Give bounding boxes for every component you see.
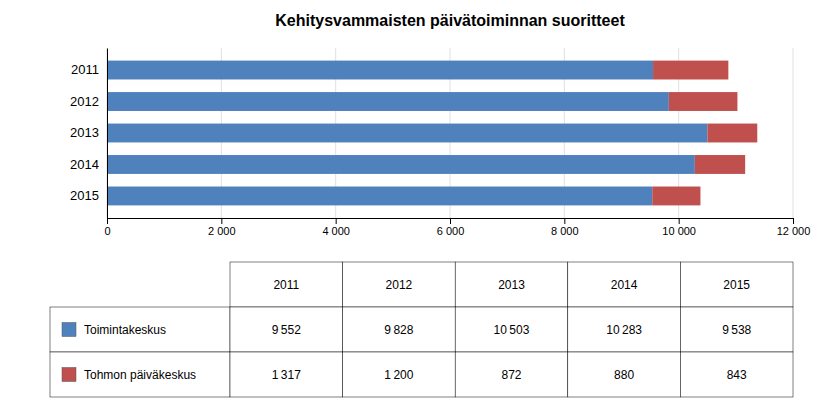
- legend-swatch: [62, 368, 76, 382]
- table: 2011 2012 2013 2014 2015 9 552 9 828 10 503 10 2…: [50, 262, 793, 397]
- y-tick: 2012: [70, 94, 107, 109]
- bars: [107, 61, 757, 206]
- x-tick-label: 10 000: [662, 225, 696, 237]
- grid-line: [107, 48, 108, 218]
- grid-line: [793, 48, 794, 218]
- bar: [652, 187, 700, 206]
- table-value: 1 317: [272, 368, 301, 382]
- table-cell: [455, 352, 568, 397]
- x-tick: 12 000: [777, 218, 811, 237]
- grid: [107, 48, 793, 218]
- y-tick: 2015: [70, 188, 107, 203]
- x-tick-label: 6 000: [437, 225, 465, 237]
- title: Kehitysvammaisten päivätoiminnan suoritt…: [275, 12, 625, 29]
- x-tick: 8 000: [551, 218, 579, 237]
- bar: [107, 187, 652, 206]
- table-header: 2015: [723, 278, 750, 292]
- table-cell: [568, 307, 681, 352]
- table-cell: [50, 262, 230, 307]
- legend-label: Tohmon päiväkeskus: [84, 368, 196, 382]
- x-tick: 4 000: [322, 218, 350, 237]
- bar: [107, 155, 695, 174]
- y-tick-label: 2011: [71, 62, 99, 77]
- table-cell: [568, 352, 681, 397]
- bar: [695, 155, 745, 174]
- y-tick: 2013: [70, 125, 107, 140]
- chart: Kehitysvammaisten päivätoiminnan suoritt…: [0, 0, 826, 415]
- table-header: 2012: [386, 278, 413, 292]
- x-tick-mark: [107, 218, 108, 224]
- table-cell: [455, 262, 568, 307]
- y-tick: 2014: [70, 157, 107, 172]
- y-tick-label: 2014: [70, 157, 99, 172]
- table-cell: [50, 307, 230, 352]
- x-axis-line: [108, 219, 794, 225]
- x-tick: 2 000: [208, 218, 236, 237]
- x-axis: 0 2 000 4 000 6 000 8 000 10 000 12 000: [104, 218, 810, 237]
- table-cell: [343, 262, 456, 307]
- x-tick-label: 12 000: [777, 225, 811, 237]
- bar: [707, 124, 757, 143]
- table-cell: [230, 352, 343, 397]
- table-cell: [680, 307, 793, 352]
- x-tick-mark: [336, 218, 337, 224]
- table-cell: [680, 352, 793, 397]
- table-value: 9 552: [272, 323, 301, 337]
- y-tick-label: 2015: [70, 188, 99, 203]
- table-value: 1 200: [384, 368, 413, 382]
- x-tick: 0: [104, 218, 110, 237]
- table-cell: [50, 352, 230, 397]
- table-value: 10 503: [494, 323, 530, 337]
- bar: [107, 92, 669, 111]
- y-axis: 2015 2014 2013 2012 2011: [70, 49, 107, 219]
- table-value: 9 828: [384, 323, 413, 337]
- table-cell: [455, 307, 568, 352]
- table-value: 9 538: [722, 323, 751, 337]
- y-axis-line: [107, 49, 108, 219]
- y-tick: 2011: [71, 62, 107, 77]
- table-cell: [343, 307, 456, 352]
- table-header: 2011: [273, 278, 299, 292]
- x-tick: 10 000: [662, 218, 696, 237]
- table-cell: [568, 262, 681, 307]
- x-tick-mark: [679, 218, 680, 224]
- table-header: 2014: [611, 278, 638, 292]
- bar: [669, 92, 738, 111]
- table-cell: [230, 307, 343, 352]
- x-tick-label: 8 000: [551, 225, 579, 237]
- x-tick-mark: [793, 218, 794, 224]
- y-tick-label: 2012: [70, 94, 99, 109]
- x-tick: 6 000: [437, 218, 465, 237]
- bar: [653, 61, 728, 80]
- table-cell: [680, 262, 793, 307]
- bar: [107, 61, 653, 80]
- table-cell: [230, 262, 343, 307]
- bar: [107, 124, 707, 143]
- table-value: 872: [501, 368, 521, 382]
- plot: 02 0004 0006 0008 00010 00012 0002015201…: [70, 48, 810, 237]
- x-tick-label: 2 000: [208, 225, 236, 237]
- x-tick-mark: [450, 218, 451, 224]
- x-tick-mark: [221, 218, 222, 224]
- x-tick-mark: [564, 218, 565, 224]
- x-tick-label: 0: [104, 225, 110, 237]
- table-value: 880: [614, 368, 634, 382]
- y-tick-label: 2013: [70, 125, 99, 140]
- table-value: 10 283: [606, 323, 642, 337]
- x-tick-label: 4 000: [322, 225, 350, 237]
- legend-swatch: [62, 323, 76, 337]
- table-cell: [343, 352, 456, 397]
- table-value: 843: [727, 368, 747, 382]
- legend-label: Toimintakeskus: [84, 323, 166, 337]
- table-header: 2013: [498, 278, 525, 292]
